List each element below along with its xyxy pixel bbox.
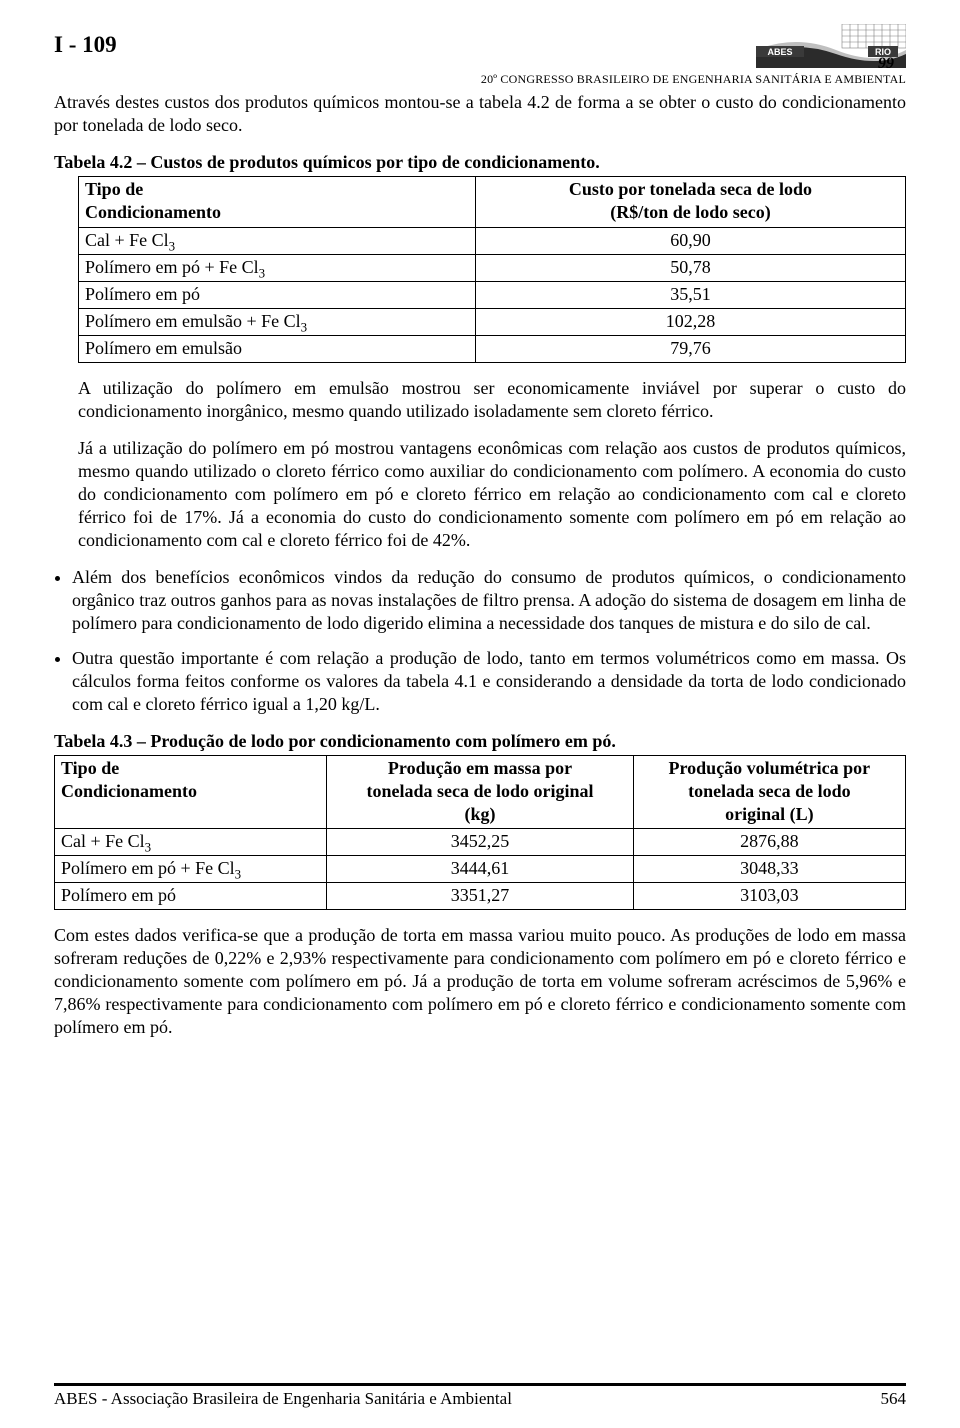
- row-label: Polímero em pó: [55, 883, 327, 910]
- para-after-table-4-3: Com estes dados verifica-se que a produç…: [54, 924, 906, 1039]
- t2-col0-l1: Tipo de: [61, 758, 119, 778]
- row-value: 50,78: [475, 254, 905, 281]
- abes-rio99-logo: ABES RIO 99: [756, 24, 906, 68]
- row-label: Polímero em pó + Fe Cl3: [79, 254, 476, 281]
- row-value: 60,90: [475, 227, 905, 254]
- list-item: Além dos benefícios econômicos vindos da…: [72, 566, 906, 635]
- intro-paragraph: Através destes custos dos produtos quími…: [54, 91, 906, 137]
- row-volume: 3048,33: [633, 856, 905, 883]
- t2-col1-l3: (kg): [464, 804, 495, 824]
- table-row: Polímero em pó35,51: [79, 281, 906, 308]
- table-4-2-caption: Tabela 4.2 – Custos de produtos químicos…: [54, 151, 906, 174]
- row-label: Polímero em pó + Fe Cl3: [55, 856, 327, 883]
- document-id: I - 109: [54, 30, 117, 59]
- row-label: Polímero em emulsão: [79, 335, 476, 362]
- table-row: Cal + Fe Cl360,90: [79, 227, 906, 254]
- row-mass: 3351,27: [327, 883, 633, 910]
- conference-title: 20º CONGRESSO BRASILEIRO DE ENGENHARIA S…: [481, 72, 906, 87]
- table-row: Polímero em pó + Fe Cl33444,613048,33: [55, 856, 906, 883]
- table-row: Polímero em emulsão79,76: [79, 335, 906, 362]
- row-label: Polímero em emulsão + Fe Cl3: [79, 308, 476, 335]
- list-item: Outra questão importante é com relação a…: [72, 647, 906, 716]
- row-value: 79,76: [475, 335, 905, 362]
- table-4-2: Tipo de Condicionamento Custo por tonela…: [78, 176, 906, 362]
- t1-col1-l1: Custo por tonelada seca de lodo: [569, 179, 812, 199]
- para-emulsion-unviable: A utilização do polímero em emulsão most…: [78, 377, 906, 423]
- table-row: Polímero em pó + Fe Cl350,78: [79, 254, 906, 281]
- table-row: Polímero em emulsão + Fe Cl3102,28: [79, 308, 906, 335]
- table-row: Cal + Fe Cl33452,252876,88: [55, 829, 906, 856]
- t1-col1-l2: (R$/ton de lodo seco): [610, 202, 771, 222]
- table-4-3-caption: Tabela 4.3 – Produção de lodo por condic…: [54, 730, 906, 753]
- t2-col2-l3: original (L): [725, 804, 814, 824]
- t2-col0-l2: Condicionamento: [61, 781, 197, 801]
- conference-header: ABES RIO 99 20º CONGRESSO BRASILEIRO DE …: [481, 24, 906, 87]
- t2-col2-l1: Produção volumétrica por: [669, 758, 871, 778]
- row-label: Polímero em pó: [79, 281, 476, 308]
- row-label: Cal + Fe Cl3: [79, 227, 476, 254]
- row-volume: 3103,03: [633, 883, 905, 910]
- logo-year-text: 99: [878, 55, 894, 68]
- table-4-3: Tipo de Condicionamento Produção em mass…: [54, 755, 906, 910]
- table-row: Polímero em pó3351,273103,03: [55, 883, 906, 910]
- footer-org: ABES - Associação Brasileira de Engenhar…: [54, 1388, 512, 1410]
- para-powder-advantage: Já a utilização do polímero em pó mostro…: [78, 437, 906, 552]
- page-footer: ABES - Associação Brasileira de Engenhar…: [54, 1383, 906, 1410]
- row-value: 35,51: [475, 281, 905, 308]
- footer-page-number: 564: [881, 1388, 907, 1410]
- t1-col0-l1: Tipo de: [85, 179, 143, 199]
- row-mass: 3452,25: [327, 829, 633, 856]
- row-label: Cal + Fe Cl3: [55, 829, 327, 856]
- t2-col1-l1: Produção em massa por: [388, 758, 572, 778]
- logo-abes-text: ABES: [767, 47, 792, 57]
- t2-col2-l2: tonelada seca de lodo: [688, 781, 851, 801]
- row-value: 102,28: [475, 308, 905, 335]
- t1-col0-l2: Condicionamento: [85, 202, 221, 222]
- row-volume: 2876,88: [633, 829, 905, 856]
- bullet-list: Além dos benefícios econômicos vindos da…: [54, 566, 906, 716]
- row-mass: 3444,61: [327, 856, 633, 883]
- t2-col1-l2: tonelada seca de lodo original: [366, 781, 593, 801]
